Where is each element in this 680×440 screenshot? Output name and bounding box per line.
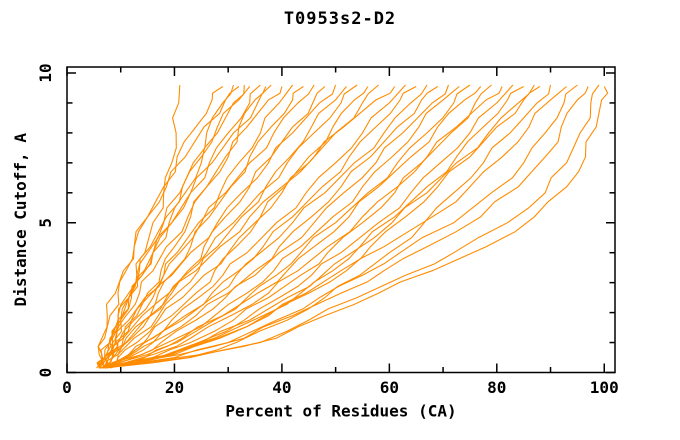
model-curve [101,84,552,369]
model-curve [98,84,315,369]
plot-frame [66,66,616,374]
model-curve [101,84,514,369]
model-curve [98,84,337,369]
model-curve [101,86,417,369]
model-curve [101,86,460,369]
model-curve [104,84,450,369]
model-curve [109,86,369,369]
y-tick-label: 5 [36,218,55,228]
model-curve [96,86,240,369]
model-curve [104,84,600,369]
y-axis-label: Distance Cutoff, A [11,133,30,307]
x-tick-label: 60 [380,378,399,397]
model-curve [99,86,438,369]
x-tick-label: 0 [62,378,72,397]
model-curve [102,84,235,369]
x-tick-label: 80 [487,378,506,397]
x-tick-label: 100 [590,378,619,397]
model-curve [99,86,609,369]
model-curve [107,86,503,369]
model-curve [104,86,347,369]
model-curve [99,84,535,369]
model-curve [100,86,251,369]
y-tick-label: 10 [36,63,55,82]
plot-title: T0953s2-D2 [283,9,397,29]
model-curve [106,86,326,369]
x-tick-label: 40 [272,378,291,397]
model-curve [104,86,482,369]
model-curve [104,86,304,369]
model-curve [98,86,396,369]
x-tick-label: 20 [165,378,184,397]
model-curve [104,86,283,369]
model-curve [104,86,541,369]
model-curve [101,86,589,369]
model-curve [99,84,492,369]
y-tick-label: 0 [36,368,55,378]
model-curve [101,84,272,369]
x-axis-label: Percent of Residues (CA) [225,402,456,421]
model-curve [104,86,567,369]
model-curve [101,84,358,369]
model-curve [109,84,471,369]
